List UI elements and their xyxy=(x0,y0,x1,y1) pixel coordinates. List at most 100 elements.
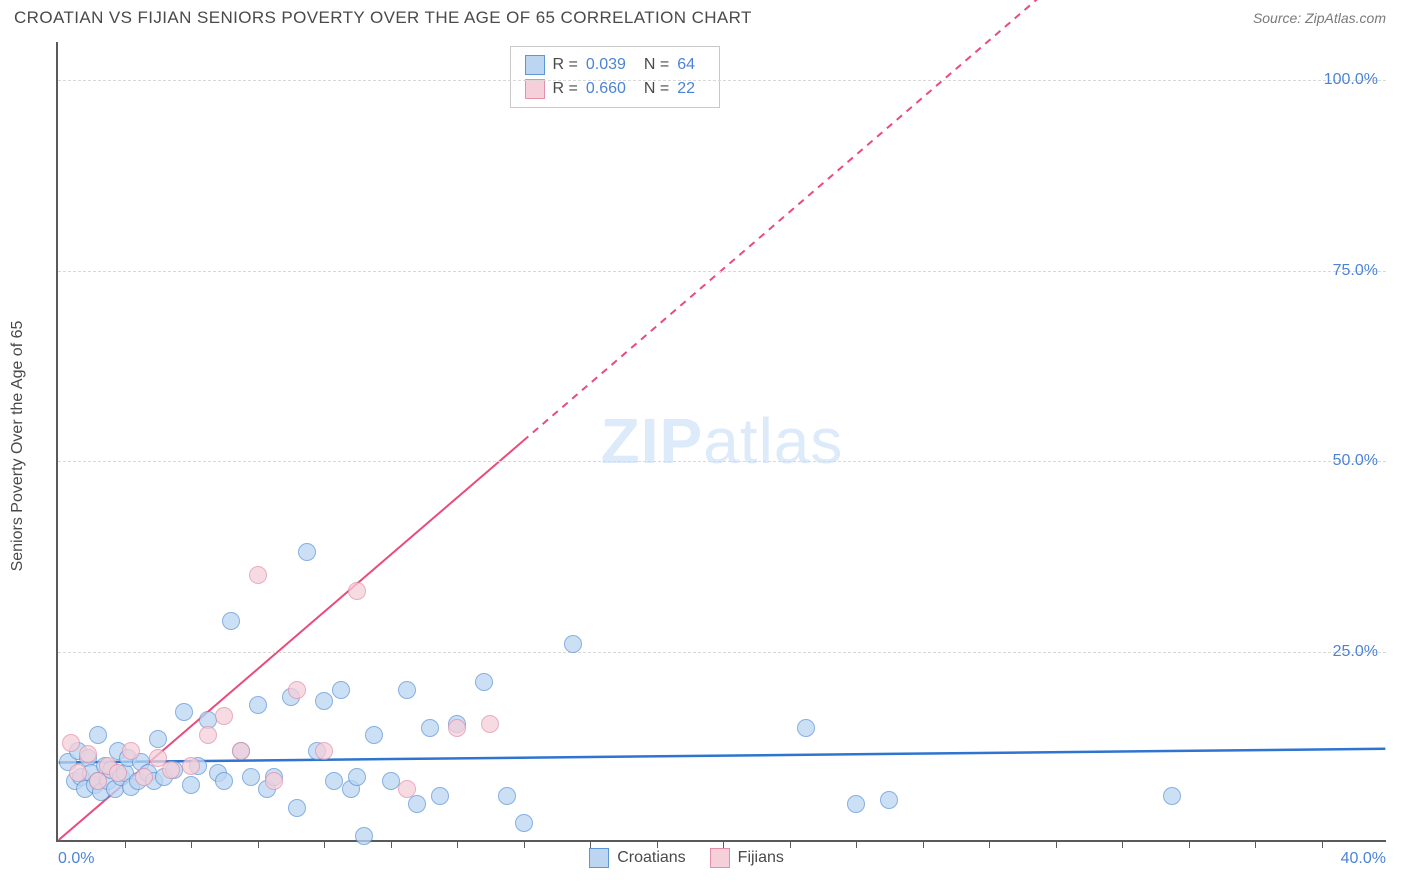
marker-fijians xyxy=(182,757,200,775)
marker-croatians xyxy=(348,768,366,786)
marker-fijians xyxy=(249,566,267,584)
x-tick xyxy=(1322,840,1323,848)
y-tick-label: 75.0% xyxy=(1333,262,1378,280)
trendlines-layer xyxy=(58,42,1386,840)
gridline-h xyxy=(58,80,1386,81)
series-legend: Croatians Fijians xyxy=(589,848,784,868)
marker-fijians xyxy=(162,761,180,779)
x-tick xyxy=(258,840,259,848)
marker-croatians xyxy=(215,772,233,790)
marker-fijians xyxy=(348,582,366,600)
marker-croatians xyxy=(382,772,400,790)
x-axis-max-label: 40.0% xyxy=(1341,850,1386,868)
y-tick-label: 100.0% xyxy=(1324,71,1378,89)
x-tick xyxy=(657,840,658,848)
x-tick xyxy=(790,840,791,848)
x-tick xyxy=(391,840,392,848)
marker-croatians xyxy=(222,612,240,630)
marker-fijians xyxy=(79,745,97,763)
x-tick xyxy=(590,840,591,848)
marker-croatians xyxy=(249,696,267,714)
marker-fijians xyxy=(232,742,250,760)
x-tick xyxy=(989,840,990,848)
marker-croatians xyxy=(1163,787,1181,805)
x-tick xyxy=(1189,840,1190,848)
marker-fijians xyxy=(398,780,416,798)
marker-fijians xyxy=(288,681,306,699)
marker-fijians xyxy=(62,734,80,752)
marker-croatians xyxy=(242,768,260,786)
swatch-fijians xyxy=(525,79,545,99)
marker-croatians xyxy=(515,814,533,832)
legend-label: Croatians xyxy=(617,849,685,867)
marker-fijians xyxy=(89,772,107,790)
marker-croatians xyxy=(475,673,493,691)
gridline-h xyxy=(58,271,1386,272)
marker-croatians xyxy=(325,772,343,790)
marker-fijians xyxy=(69,764,87,782)
marker-croatians xyxy=(175,703,193,721)
marker-croatians xyxy=(880,791,898,809)
x-tick xyxy=(457,840,458,848)
marker-fijians xyxy=(122,742,140,760)
stat-n-label: N = xyxy=(644,53,669,77)
marker-croatians xyxy=(298,543,316,561)
x-tick xyxy=(856,840,857,848)
marker-fijians xyxy=(199,726,217,744)
x-tick xyxy=(524,840,525,848)
marker-fijians xyxy=(448,719,466,737)
x-axis-min-label: 0.0% xyxy=(58,850,94,868)
legend-label: Fijians xyxy=(738,849,784,867)
x-tick xyxy=(1056,840,1057,848)
marker-fijians xyxy=(315,742,333,760)
x-tick xyxy=(923,840,924,848)
y-tick-label: 25.0% xyxy=(1333,643,1378,661)
x-tick xyxy=(723,840,724,848)
gridline-h xyxy=(58,652,1386,653)
marker-croatians xyxy=(89,726,107,744)
gridline-h xyxy=(58,461,1386,462)
chart-title: CROATIAN VS FIJIAN SENIORS POVERTY OVER … xyxy=(14,8,752,28)
marker-fijians xyxy=(265,772,283,790)
x-tick xyxy=(191,840,192,848)
swatch-fijians xyxy=(710,848,730,868)
swatch-croatians xyxy=(525,55,545,75)
marker-croatians xyxy=(355,827,373,845)
marker-croatians xyxy=(797,719,815,737)
scatter-plot-area: ZIPatlas R =0.039N =64R =0.660N =22 Croa… xyxy=(56,42,1386,842)
marker-fijians xyxy=(215,707,233,725)
x-tick xyxy=(1122,840,1123,848)
marker-croatians xyxy=(315,692,333,710)
stat-r-label: R = xyxy=(553,53,578,77)
trendline-croatians xyxy=(59,749,1386,763)
x-tick xyxy=(1255,840,1256,848)
marker-croatians xyxy=(847,795,865,813)
marker-croatians xyxy=(421,719,439,737)
marker-croatians xyxy=(288,799,306,817)
marker-croatians xyxy=(431,787,449,805)
y-tick-label: 50.0% xyxy=(1333,452,1378,470)
title-bar: CROATIAN VS FIJIAN SENIORS POVERTY OVER … xyxy=(0,0,1406,32)
stats-row-croatians: R = 0.039 N = 64 xyxy=(525,53,706,77)
legend-item-croatians: Croatians xyxy=(589,848,685,868)
marker-croatians xyxy=(398,681,416,699)
legend-item-fijians: Fijians xyxy=(710,848,784,868)
x-tick xyxy=(324,840,325,848)
x-tick xyxy=(125,840,126,848)
swatch-croatians xyxy=(589,848,609,868)
marker-croatians xyxy=(149,730,167,748)
marker-croatians xyxy=(408,795,426,813)
stat-n-value: 64 xyxy=(677,53,695,77)
marker-croatians xyxy=(365,726,383,744)
marker-fijians xyxy=(135,768,153,786)
marker-croatians xyxy=(564,635,582,653)
marker-croatians xyxy=(332,681,350,699)
stat-r-value: 0.039 xyxy=(586,53,626,77)
stats-legend-box: R =0.039N =64R =0.660N =22 xyxy=(510,46,721,108)
marker-fijians xyxy=(481,715,499,733)
marker-croatians xyxy=(182,776,200,794)
marker-croatians xyxy=(498,787,516,805)
source-attribution: Source: ZipAtlas.com xyxy=(1253,10,1386,26)
y-axis-label: Seniors Poverty Over the Age of 65 xyxy=(9,321,27,572)
marker-fijians xyxy=(109,764,127,782)
